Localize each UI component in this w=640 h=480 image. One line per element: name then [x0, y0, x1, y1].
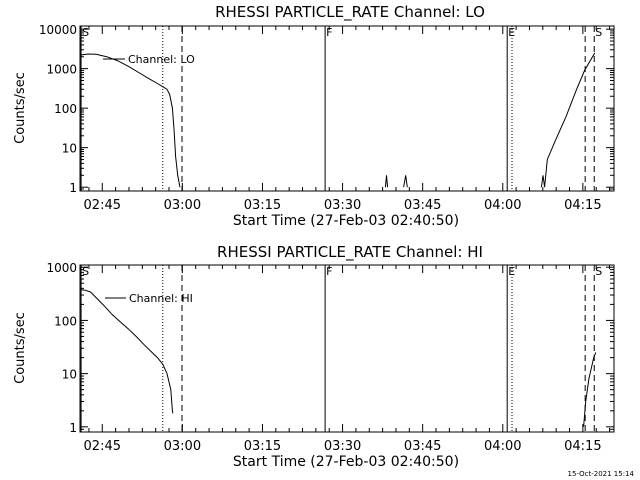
- y-tick-label: 1000: [46, 63, 77, 77]
- x-axis-label: Start Time (27-Feb-03 02:40:50): [233, 454, 459, 470]
- x-tick-label: 04:15: [564, 439, 601, 454]
- legend: Channel: HI: [105, 292, 193, 305]
- y-tick-label: 10000: [39, 23, 77, 37]
- data-series-line: [540, 52, 596, 188]
- data-series-line: [79, 53, 181, 188]
- y-tick-label: 100: [54, 314, 77, 328]
- x-axis-label: Start Time (27-Feb-03 02:40:50): [233, 213, 459, 229]
- legend: Channel: LO: [103, 53, 195, 66]
- x-tick-label: 04:15: [564, 198, 601, 213]
- chart-title: RHESSI PARTICLE_RATE Channel: HI: [217, 243, 483, 262]
- data-series-line: [583, 352, 597, 427]
- data-series-line: [384, 175, 389, 188]
- timestamp: 15-Oct-2021 15:14: [568, 470, 635, 478]
- event-marker-label: F: [326, 26, 332, 39]
- event-marker-label: S: [82, 26, 89, 39]
- event-marker-label: S: [595, 265, 602, 278]
- x-tick-label: 04:00: [484, 198, 521, 213]
- y-axis-label: Counts/sec: [13, 312, 28, 384]
- x-tick-label: 03:00: [164, 198, 201, 213]
- x-tick-label: 03:30: [324, 198, 361, 213]
- y-tick-label: 10: [62, 142, 77, 156]
- data-series-line: [403, 175, 408, 188]
- y-tick-label: 100: [54, 102, 77, 116]
- event-marker-label: S: [595, 26, 602, 39]
- chart-title: RHESSI PARTICLE_RATE Channel: LO: [215, 3, 485, 22]
- plot-frame: [79, 25, 615, 192]
- lo-channel-panel: RHESSI PARTICLE_RATE Channel: LO Counts/…: [13, 3, 615, 229]
- event-marker-label: F: [326, 265, 332, 278]
- legend-label: Channel: HI: [129, 292, 193, 305]
- x-tick-label: 04:00: [484, 439, 521, 454]
- x-tick-label: 02:45: [84, 439, 121, 454]
- x-tick-label: 03:45: [404, 198, 441, 213]
- event-marker-label: S: [82, 265, 89, 278]
- x-tick-label: 03:00: [164, 439, 201, 454]
- y-tick-label: 1: [69, 181, 77, 195]
- y-axis-label: Counts/sec: [13, 72, 28, 144]
- x-tick-label: 02:45: [84, 198, 121, 213]
- x-tick-label: 03:30: [324, 439, 361, 454]
- hi-channel-panel: RHESSI PARTICLE_RATE Channel: HI Counts/…: [13, 243, 615, 470]
- x-tick-label: 03:15: [244, 439, 281, 454]
- data-series-line: [79, 289, 174, 414]
- x-tick-label: 03:15: [244, 198, 281, 213]
- y-tick-label: 10: [62, 368, 77, 382]
- y-tick-label: 1: [69, 421, 77, 435]
- plot-frame: [79, 264, 615, 433]
- y-tick-label: 1000: [46, 261, 77, 275]
- legend-label: Channel: LO: [128, 53, 195, 66]
- x-tick-label: 03:45: [404, 439, 441, 454]
